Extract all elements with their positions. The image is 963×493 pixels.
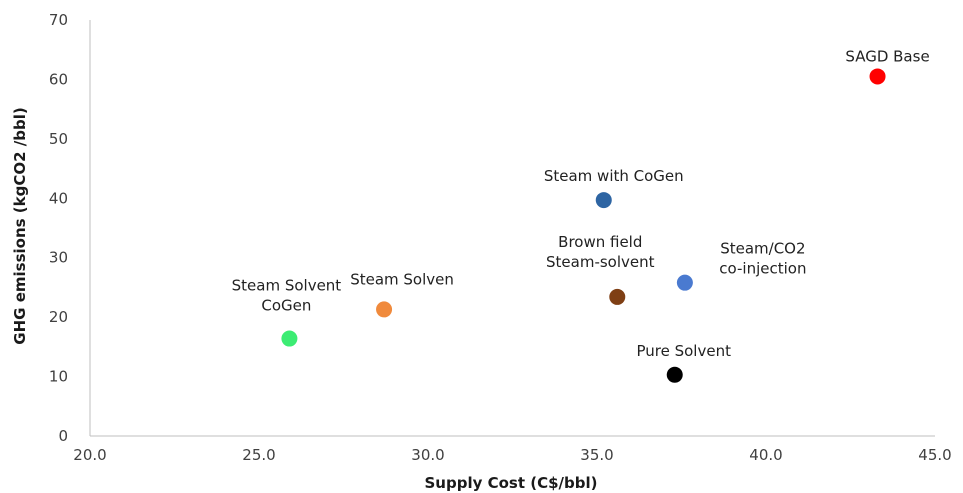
x-tick-labels: 20.0 25.0 30.0 35.0 40.0 45.0	[73, 446, 951, 464]
data-point-label: CoGen	[261, 297, 311, 315]
data-point	[281, 330, 298, 347]
data-point	[609, 288, 626, 305]
y-axis-title: GHG emissions (kgCO2 /bbl)	[11, 107, 29, 344]
point-labels: SAGD Base Steam with CoGen Brown field Stea…	[232, 47, 930, 359]
data-point-label: Brown field	[558, 233, 642, 251]
data-point-label: Steam Solvent	[232, 277, 342, 295]
y-tick-label: 50	[49, 130, 68, 148]
y-tick-label: 60	[49, 70, 68, 88]
data-point-label: SAGD Base	[845, 47, 929, 65]
data-point	[595, 192, 612, 209]
data-point	[676, 274, 693, 291]
data-point-label: co-injection	[719, 260, 806, 278]
data-point-label: Pure Solvent	[636, 342, 731, 360]
y-tick-label: 20	[49, 308, 68, 326]
data-point	[376, 301, 393, 318]
data-point	[666, 366, 683, 383]
x-tick-label: 45.0	[918, 446, 951, 464]
y-tick-label: 70	[49, 11, 68, 29]
data-point-label: Steam/CO2	[720, 240, 805, 258]
data-points	[281, 68, 886, 383]
y-tick-label: 10	[49, 368, 68, 386]
data-point-label: Steam-solvent	[546, 253, 655, 271]
x-axis-title: Supply Cost (C$/bbl)	[425, 474, 598, 492]
y-tick-label: 0	[58, 427, 68, 445]
y-tick-label: 30	[49, 249, 68, 267]
data-point-label: Steam with CoGen	[544, 167, 684, 185]
x-tick-label: 35.0	[580, 446, 613, 464]
data-point-label: Steam Solven	[350, 270, 454, 288]
y-tick-labels: 0 10 20 30 40 50 60 70	[49, 11, 68, 445]
x-tick-label: 40.0	[749, 446, 782, 464]
x-tick-label: 25.0	[242, 446, 275, 464]
y-tick-label: 40	[49, 189, 68, 207]
x-tick-label: 20.0	[73, 446, 106, 464]
data-point	[869, 68, 886, 85]
x-tick-label: 30.0	[411, 446, 444, 464]
